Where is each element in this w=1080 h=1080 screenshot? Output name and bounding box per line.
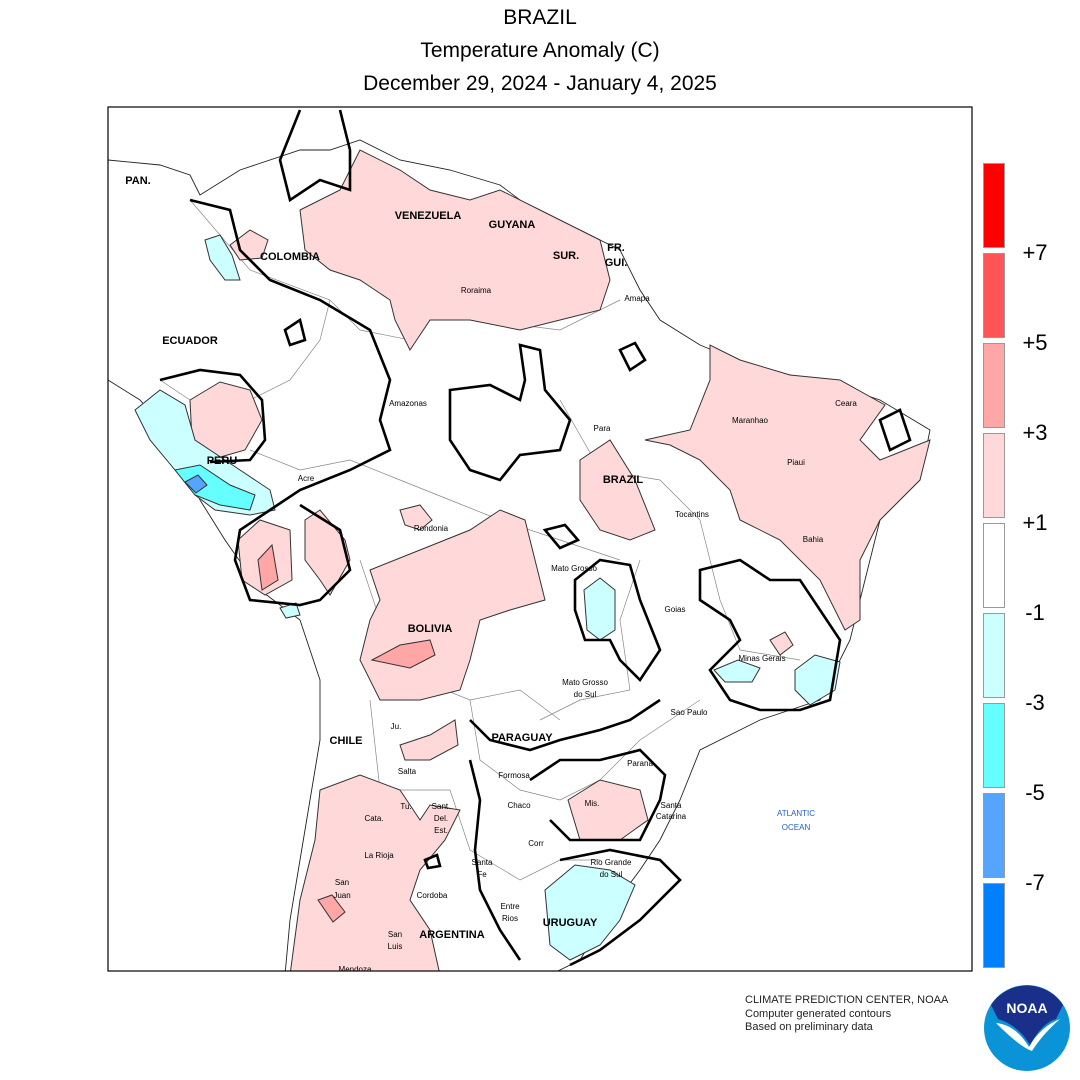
legend-label: +1	[1022, 510, 1048, 535]
label-panama: PAN.	[125, 175, 150, 187]
label-sao-paulo: Sao Paulo	[671, 708, 708, 717]
label-sant: Sant.	[432, 802, 451, 811]
legend-label: +3	[1022, 420, 1048, 445]
warm-anomaly-regions	[189, 149, 931, 971]
legend-bin-lt-m7	[983, 883, 1005, 968]
noaa-logo-icon: NOAA	[984, 985, 1070, 1071]
label-san-juan-1: San	[335, 878, 349, 887]
label-goias: Goias	[665, 605, 686, 614]
credit-line-3: Based on preliminary data	[745, 1021, 873, 1033]
label-corrientes: Corr	[528, 839, 544, 848]
label-para: Para	[594, 424, 611, 433]
label-ecuador: ECUADOR	[162, 335, 218, 347]
legend-bin-5-7	[983, 253, 1005, 338]
label-roraima: Roraima	[461, 286, 492, 295]
svg-text:NOAA: NOAA	[1006, 1000, 1047, 1016]
legend-label: +7	[1022, 240, 1048, 265]
label-santa-fe-1: Santa	[472, 858, 493, 867]
label-cordoba: Cordoba	[417, 891, 448, 900]
label-bahia: Bahia	[803, 535, 824, 544]
label-guyana: GUYANA	[489, 219, 536, 231]
legend-bin-m5-m7	[983, 793, 1005, 878]
label-rgs-1: Rio Grande	[591, 858, 632, 867]
label-santa-catarina-2: Catarina	[656, 812, 687, 821]
label-mato-grosso-do-sul-2: do Sul	[574, 690, 597, 699]
label-suriname: SUR.	[553, 250, 579, 262]
label-gui: GUI.	[605, 257, 628, 269]
date-range: December 29, 2024 - January 4, 2025	[363, 72, 717, 95]
label-mato-grosso-do-sul-1: Mato Grosso	[562, 678, 608, 687]
label-san-juan-2: Juan	[333, 891, 350, 900]
label-del: Del.	[434, 814, 448, 823]
label-bolivia: BOLIVIA	[408, 623, 453, 635]
label-chile: CHILE	[330, 735, 363, 747]
label-santa-fe-2: Fe	[477, 870, 487, 879]
map-subtitle: Temperature Anomaly (C)	[420, 39, 660, 62]
label-mato-grosso: Mato Grosso	[551, 564, 597, 573]
label-amapa: Amapa	[624, 294, 650, 303]
legend-label: -3	[1025, 690, 1045, 715]
label-tocantins: Tocantins	[675, 510, 709, 519]
legend-bin-neutral	[983, 523, 1005, 608]
label-ceara: Ceara	[835, 399, 857, 408]
label-peru: PERU	[207, 455, 238, 467]
zero-contours	[159, 109, 912, 967]
legend-label: -7	[1025, 870, 1045, 895]
label-san-luis-2: Luis	[388, 942, 403, 951]
map-labels: PAN. VENEZUELA GUYANA SUR. FR. GUI. COLO…	[125, 175, 857, 974]
legend-bin-m1-m3	[983, 613, 1005, 698]
label-chaco: Chaco	[507, 801, 531, 810]
label-paraguay: PARAGUAY	[491, 732, 553, 744]
credit-line-2: Computer generated contours	[745, 1008, 892, 1020]
label-fr: FR.	[607, 242, 625, 254]
label-colombia: COLOMBIA	[260, 251, 320, 263]
legend-bin-3-5	[983, 343, 1005, 428]
label-minas-gerais: Minas Gerais	[738, 654, 785, 663]
label-argentina: ARGENTINA	[419, 929, 484, 941]
map-frame	[107, 106, 973, 972]
label-mendoza: Mendoza	[339, 965, 372, 974]
credit-line-1: CLIMATE PREDICTION CENTER, NOAA	[745, 994, 949, 1006]
label-la-rioja: La Rioja	[364, 851, 394, 860]
label-acre: Acre	[298, 474, 315, 483]
label-rgs-2: do Sul	[600, 870, 623, 879]
legend-bin-1-3	[983, 433, 1005, 518]
label-catamarca: Cata.	[364, 814, 383, 823]
label-formosa: Formosa	[498, 771, 530, 780]
label-entre-rios-1: Entre	[500, 902, 520, 911]
cool-anomaly-regions	[134, 234, 841, 961]
label-rondonia: Rondonia	[414, 524, 449, 533]
label-ocean: OCEAN	[782, 823, 811, 832]
label-piaui: Piaui	[787, 458, 805, 467]
label-brazil: BRAZIL	[603, 474, 644, 486]
legend-label: -5	[1025, 780, 1045, 805]
label-tucuman: Tu.	[400, 802, 411, 811]
label-maranhao: Maranhao	[732, 416, 769, 425]
label-amazonas: Amazonas	[389, 399, 427, 408]
label-misiones: Mis.	[585, 799, 600, 808]
label-jujuy: Ju.	[391, 722, 402, 731]
label-est: Est.	[434, 826, 448, 835]
label-santa-catarina-1: Santa	[661, 801, 682, 810]
label-salta: Salta	[398, 767, 417, 776]
label-entre-rios-2: Rios	[502, 914, 518, 923]
legend-bin-m3-m5	[983, 703, 1005, 788]
legend-label: +5	[1022, 330, 1048, 355]
legend-label: -1	[1025, 600, 1045, 625]
label-uruguay: URUGUAY	[543, 917, 598, 929]
label-venezuela: VENEZUELA	[395, 210, 462, 222]
label-atlantic: ATLANTIC	[777, 809, 815, 818]
label-san-luis-1: San	[388, 930, 402, 939]
legend-bin-gt7	[983, 163, 1005, 248]
label-parana: Parana	[627, 759, 653, 768]
map-title: BRAZIL	[503, 6, 577, 29]
